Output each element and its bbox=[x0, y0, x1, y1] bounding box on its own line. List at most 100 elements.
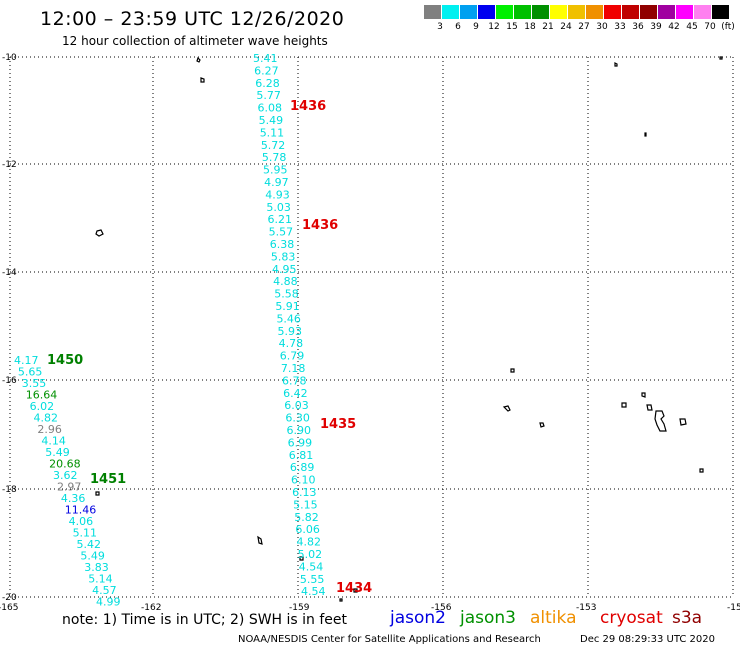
y-tick-label: -16 bbox=[2, 376, 17, 386]
pass-time-labels: 1436 1436 1435 1434 1450 1451 bbox=[47, 99, 372, 596]
wave-height-value: 4.17 bbox=[14, 354, 39, 367]
wave-height-value: 6.03 bbox=[284, 399, 309, 412]
pass-time-label: 1434 bbox=[336, 581, 372, 596]
island bbox=[200, 77, 205, 83]
wave-height-value: 4.14 bbox=[41, 435, 65, 448]
wave-height-value: 3.83 bbox=[84, 561, 109, 574]
scale-label: 27 bbox=[578, 22, 590, 32]
scale-swatch bbox=[478, 5, 495, 19]
wave-height-value: 5.55 bbox=[300, 573, 325, 586]
wave-height-value: 5.91 bbox=[275, 300, 300, 313]
wave-height-value: 2.97 bbox=[57, 481, 81, 494]
wave-height-value: 11.46 bbox=[65, 504, 97, 517]
scale-label: 3 bbox=[437, 22, 443, 32]
island bbox=[95, 229, 104, 237]
island bbox=[641, 392, 646, 398]
wave-height-value: 7.18 bbox=[281, 362, 306, 375]
wave-height-value: 6.42 bbox=[283, 387, 308, 400]
island bbox=[353, 588, 358, 593]
wave-height-value: 3.55 bbox=[22, 377, 47, 390]
scale-label: 24 bbox=[560, 22, 572, 32]
y-tick-label: -10 bbox=[2, 53, 17, 63]
wave-height-value: 6.21 bbox=[268, 213, 293, 226]
scale-label: 45 bbox=[686, 22, 698, 32]
page-title: 12:00 – 23:59 UTC 12/26/2020 bbox=[40, 8, 345, 30]
scale-swatch bbox=[550, 5, 567, 19]
y-tick-label: -12 bbox=[2, 160, 17, 170]
pass-time-label: 1435 bbox=[320, 417, 356, 432]
scale-swatch bbox=[532, 5, 549, 19]
scale-label: 70 bbox=[704, 22, 716, 32]
scale-label: 15 bbox=[506, 22, 518, 32]
scale-swatch bbox=[676, 5, 693, 19]
wave-height-value: 2.96 bbox=[37, 423, 62, 436]
wave-height-value: 5.95 bbox=[263, 164, 288, 177]
x-tick-label: -162 bbox=[141, 603, 161, 613]
x-tick-label: -156 bbox=[431, 603, 452, 613]
scale-label: 30 bbox=[596, 22, 608, 32]
wave-height-value: 5.49 bbox=[259, 114, 284, 127]
wave-height-value: 6.81 bbox=[289, 449, 314, 462]
x-tick-label: -159 bbox=[289, 603, 310, 613]
island bbox=[646, 404, 653, 411]
wave-height-value: 5.46 bbox=[276, 312, 301, 325]
pass-time-label: 1436 bbox=[290, 99, 326, 114]
wave-height-value: 5.42 bbox=[76, 538, 101, 551]
island bbox=[196, 56, 201, 63]
legend-altika: altika bbox=[530, 608, 577, 628]
wave-height-value: 4.93 bbox=[265, 188, 290, 201]
wave-height-value: 5.83 bbox=[271, 250, 296, 263]
wave-height-value: 6.28 bbox=[255, 77, 279, 90]
island bbox=[614, 62, 618, 67]
legend-jason2: jason2 bbox=[390, 608, 446, 628]
island bbox=[339, 598, 343, 602]
island bbox=[257, 535, 263, 545]
wave-height-value: 16.64 bbox=[26, 389, 58, 402]
wave-height-value: 6.99 bbox=[288, 436, 313, 449]
wave-height-value: 5.58 bbox=[274, 288, 299, 301]
scale-label: 6 bbox=[455, 22, 461, 32]
scale-label: (ft) bbox=[721, 22, 735, 32]
wave-height-value: 6.06 bbox=[295, 523, 320, 536]
legend-s3a: s3a bbox=[672, 608, 703, 628]
scale-swatch bbox=[694, 5, 711, 19]
wave-height-value: 4.06 bbox=[69, 515, 94, 528]
wave-height-value: 6.78 bbox=[282, 374, 307, 387]
scale-label: 33 bbox=[614, 22, 626, 32]
wave-height-value: 6.27 bbox=[254, 64, 279, 77]
wave-height-value: 5.77 bbox=[256, 89, 281, 102]
island bbox=[299, 556, 304, 561]
scale-swatch bbox=[514, 5, 531, 19]
wave-height-value: 5.78 bbox=[262, 151, 287, 164]
island bbox=[699, 468, 704, 473]
wave-height-value: 4.82 bbox=[297, 536, 322, 549]
scale-swatch bbox=[586, 5, 603, 19]
pass-time-label: 1451 bbox=[90, 472, 126, 487]
wave-height-value: 5.93 bbox=[278, 325, 303, 338]
scale-swatch bbox=[640, 5, 657, 19]
island bbox=[510, 368, 515, 373]
map-grid: -10 -12 -14 -16 -18 -20-165 -162 -159 -156 -153 -1… bbox=[0, 53, 740, 613]
footer-credit: NOAA/NESDIS Center for Satellite Applica… bbox=[238, 634, 541, 645]
scale-swatch bbox=[424, 5, 441, 19]
wave-height-value: 5.65 bbox=[18, 366, 43, 379]
island bbox=[502, 405, 511, 412]
y-tick-label: -20 bbox=[2, 593, 17, 603]
wave-height-value: 5.14 bbox=[88, 573, 113, 586]
island bbox=[719, 56, 723, 60]
wave-height-value: 3.62 bbox=[53, 469, 78, 482]
wave-height-value: 4.54 bbox=[301, 585, 326, 598]
wave-height-value: 6.02 bbox=[30, 400, 55, 413]
wave-height-value: 4.36 bbox=[61, 492, 86, 505]
scale-label: 18 bbox=[524, 22, 536, 32]
island bbox=[539, 422, 545, 428]
scale-label: 42 bbox=[668, 22, 680, 32]
wave-height-value: 5.11 bbox=[73, 527, 98, 540]
scale-swatch bbox=[622, 5, 639, 19]
island bbox=[644, 132, 647, 137]
page-subtitle: 12 hour collection of altimeter wave hei… bbox=[62, 34, 328, 48]
island bbox=[654, 410, 667, 432]
wave-height-value: 6.79 bbox=[280, 350, 305, 363]
wave-height-value: 6.90 bbox=[286, 424, 311, 437]
